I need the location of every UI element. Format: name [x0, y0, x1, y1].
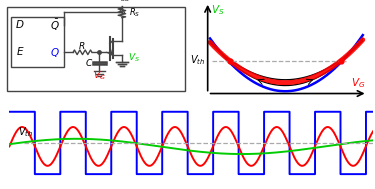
Text: E: E — [16, 47, 23, 57]
Text: C: C — [86, 59, 92, 67]
Text: $V_{SS}$: $V_{SS}$ — [114, 0, 130, 4]
Text: $V_S$: $V_S$ — [211, 3, 225, 17]
Bar — [6, 7, 184, 91]
Text: R: R — [78, 42, 85, 51]
Text: D: D — [16, 20, 24, 30]
Bar — [11, 17, 64, 67]
Text: $Q$: $Q$ — [50, 46, 60, 59]
Text: $V_G$: $V_G$ — [351, 76, 365, 90]
Text: $V_{th}$: $V_{th}$ — [190, 54, 206, 67]
Text: $\bar{Q}$: $\bar{Q}$ — [50, 17, 60, 33]
Text: $V_S$: $V_S$ — [128, 52, 141, 64]
Text: $V_{th}$: $V_{th}$ — [18, 126, 34, 139]
Text: $R_S$: $R_S$ — [129, 7, 141, 19]
Text: $V_G$: $V_G$ — [93, 70, 106, 82]
